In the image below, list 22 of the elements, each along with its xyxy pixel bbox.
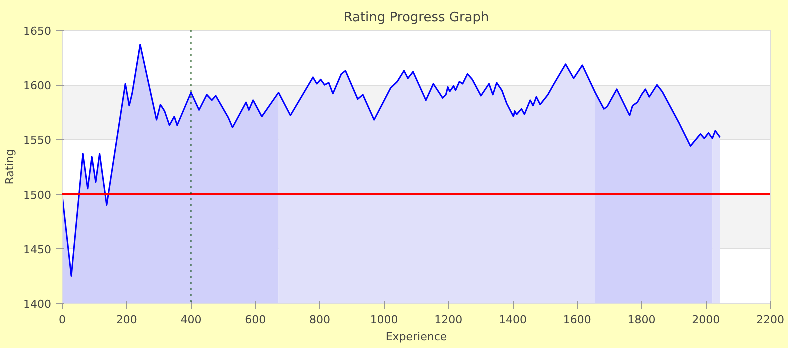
x-tick-label: 0	[59, 314, 66, 326]
y-tick-label: 1500	[24, 188, 52, 202]
y-tick-label: 1400	[24, 298, 52, 311]
y-tick-label: 1600	[24, 80, 52, 93]
x-tick-label: 400	[180, 314, 202, 326]
y-axis-title: Rating	[4, 149, 17, 185]
x-axis-title: Experience	[386, 330, 448, 344]
chart-title: Rating Progress Graph	[344, 10, 490, 26]
x-tick-label: 1600	[563, 314, 592, 326]
x-tick-label: 800	[309, 314, 330, 326]
y-tick-label: 1650	[24, 25, 52, 38]
x-tick-label: 1800	[628, 314, 656, 326]
y-tick-label: 1550	[24, 134, 52, 148]
x-tick-label: 1000	[370, 314, 398, 326]
x-tick-label: 2000	[692, 314, 720, 326]
line-series	[62, 44, 722, 277]
x-tick-label: 200	[116, 314, 138, 326]
x-tick-label: 600	[245, 314, 266, 326]
x-tick-label: 2200	[756, 314, 785, 326]
x-tick-label: 1400	[499, 314, 528, 326]
x-tick-label: 1200	[434, 314, 463, 326]
y-tick-label: 1450	[24, 243, 52, 256]
